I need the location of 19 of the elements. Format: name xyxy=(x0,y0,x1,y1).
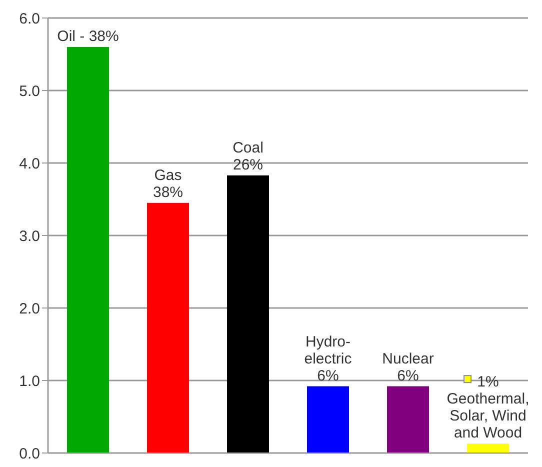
bar xyxy=(227,175,269,453)
y-tick-label: 3.0 xyxy=(19,228,40,245)
y-tick-label: 4.0 xyxy=(19,155,40,172)
y-tick-label: 2.0 xyxy=(19,300,40,318)
x-tick-label: Gas 38% xyxy=(152,166,184,201)
bar xyxy=(467,444,509,453)
bar xyxy=(147,202,189,453)
bar xyxy=(387,386,429,453)
x-tick-label: Nuclear 6% xyxy=(382,350,434,384)
x-tick-label: Hydro- electric 6% xyxy=(304,333,352,384)
y-tick-label: 1.0 xyxy=(19,372,40,390)
y-tick-label: 6.0 xyxy=(19,10,40,28)
bar xyxy=(307,386,349,453)
y-tick-label: 5.0 xyxy=(19,82,40,100)
bar xyxy=(67,47,109,453)
x-tick-label: Coal 26% xyxy=(232,139,264,174)
x-tick-label: 1% Geothermal, Solar, Wind and Wood xyxy=(446,374,530,442)
x-tick-label: Oil - 38% xyxy=(57,28,119,45)
y-tick-label: 0.0 xyxy=(19,445,40,462)
